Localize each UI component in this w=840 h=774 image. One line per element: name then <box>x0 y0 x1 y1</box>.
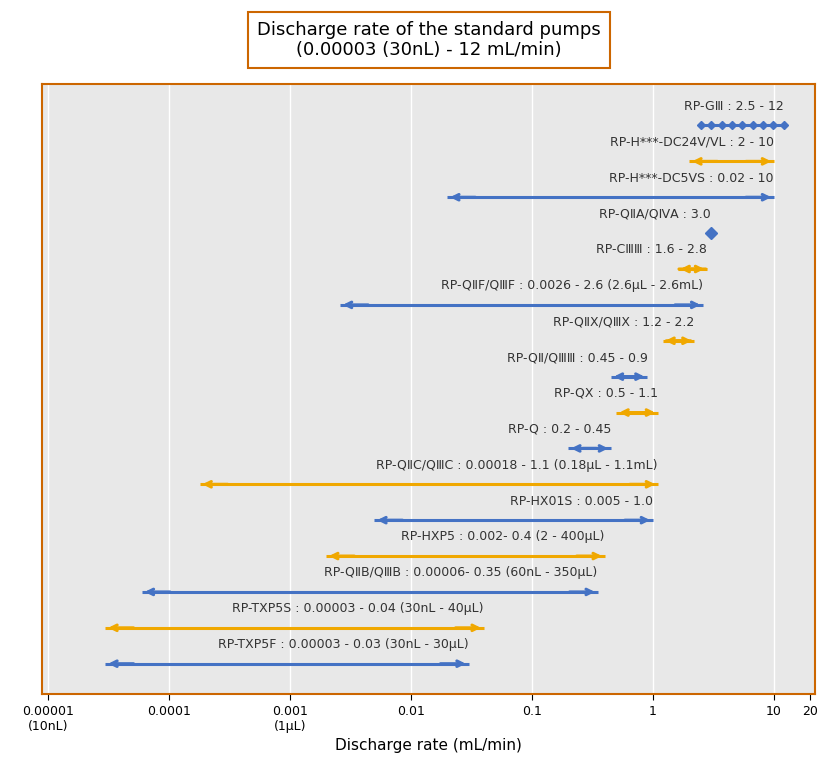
Text: RP-GⅢ : 2.5 - 12: RP-GⅢ : 2.5 - 12 <box>684 100 784 113</box>
Text: RP-QⅡC/QⅢC : 0.00018 - 1.1 (0.18μL - 1.1mL): RP-QⅡC/QⅢC : 0.00018 - 1.1 (0.18μL - 1.1… <box>376 459 658 471</box>
X-axis label: Discharge rate (mL/min): Discharge rate (mL/min) <box>335 738 522 753</box>
Title: Discharge rate of the standard pumps
(0.00003 (30nL) - 12 mL/min): Discharge rate of the standard pumps (0.… <box>257 21 601 60</box>
Text: RP-QX : 0.5 - 1.1: RP-QX : 0.5 - 1.1 <box>554 387 658 400</box>
Text: RP-H***-DC24V/VL : 2 - 10: RP-H***-DC24V/VL : 2 - 10 <box>610 135 774 149</box>
Text: RP-QⅡF/QⅢF : 0.0026 - 2.6 (2.6μL - 2.6mL): RP-QⅡF/QⅢF : 0.0026 - 2.6 (2.6μL - 2.6mL… <box>441 279 703 293</box>
Text: RP-CⅢⅢ : 1.6 - 2.8: RP-CⅢⅢ : 1.6 - 2.8 <box>596 244 707 256</box>
Text: RP-HX01S : 0.005 - 1.0: RP-HX01S : 0.005 - 1.0 <box>510 495 653 508</box>
Text: RP-H***-DC5VS : 0.02 - 10: RP-H***-DC5VS : 0.02 - 10 <box>610 172 774 185</box>
Text: RP-Q : 0.2 - 0.45: RP-Q : 0.2 - 0.45 <box>507 423 611 436</box>
Text: RP-TXP5S : 0.00003 - 0.04 (30nL - 40μL): RP-TXP5S : 0.00003 - 0.04 (30nL - 40μL) <box>232 602 484 615</box>
Text: RP-HXP5 : 0.002- 0.4 (2 - 400μL): RP-HXP5 : 0.002- 0.4 (2 - 400μL) <box>402 530 605 543</box>
Text: RP-QⅡB/QⅢB : 0.00006- 0.35 (60nL - 350μL): RP-QⅡB/QⅢB : 0.00006- 0.35 (60nL - 350μL… <box>324 567 598 580</box>
Text: RP-TXP5F : 0.00003 - 0.03 (30nL - 30μL): RP-TXP5F : 0.00003 - 0.03 (30nL - 30μL) <box>218 638 469 651</box>
Text: RP-QⅡA/QⅣA : 3.0: RP-QⅡA/QⅣA : 3.0 <box>599 207 711 221</box>
Text: RP-QⅡ/QⅢⅢ : 0.45 - 0.9: RP-QⅡ/QⅢⅢ : 0.45 - 0.9 <box>507 351 648 364</box>
Text: RP-QⅡX/QⅢX : 1.2 - 2.2: RP-QⅡX/QⅢX : 1.2 - 2.2 <box>553 315 695 328</box>
